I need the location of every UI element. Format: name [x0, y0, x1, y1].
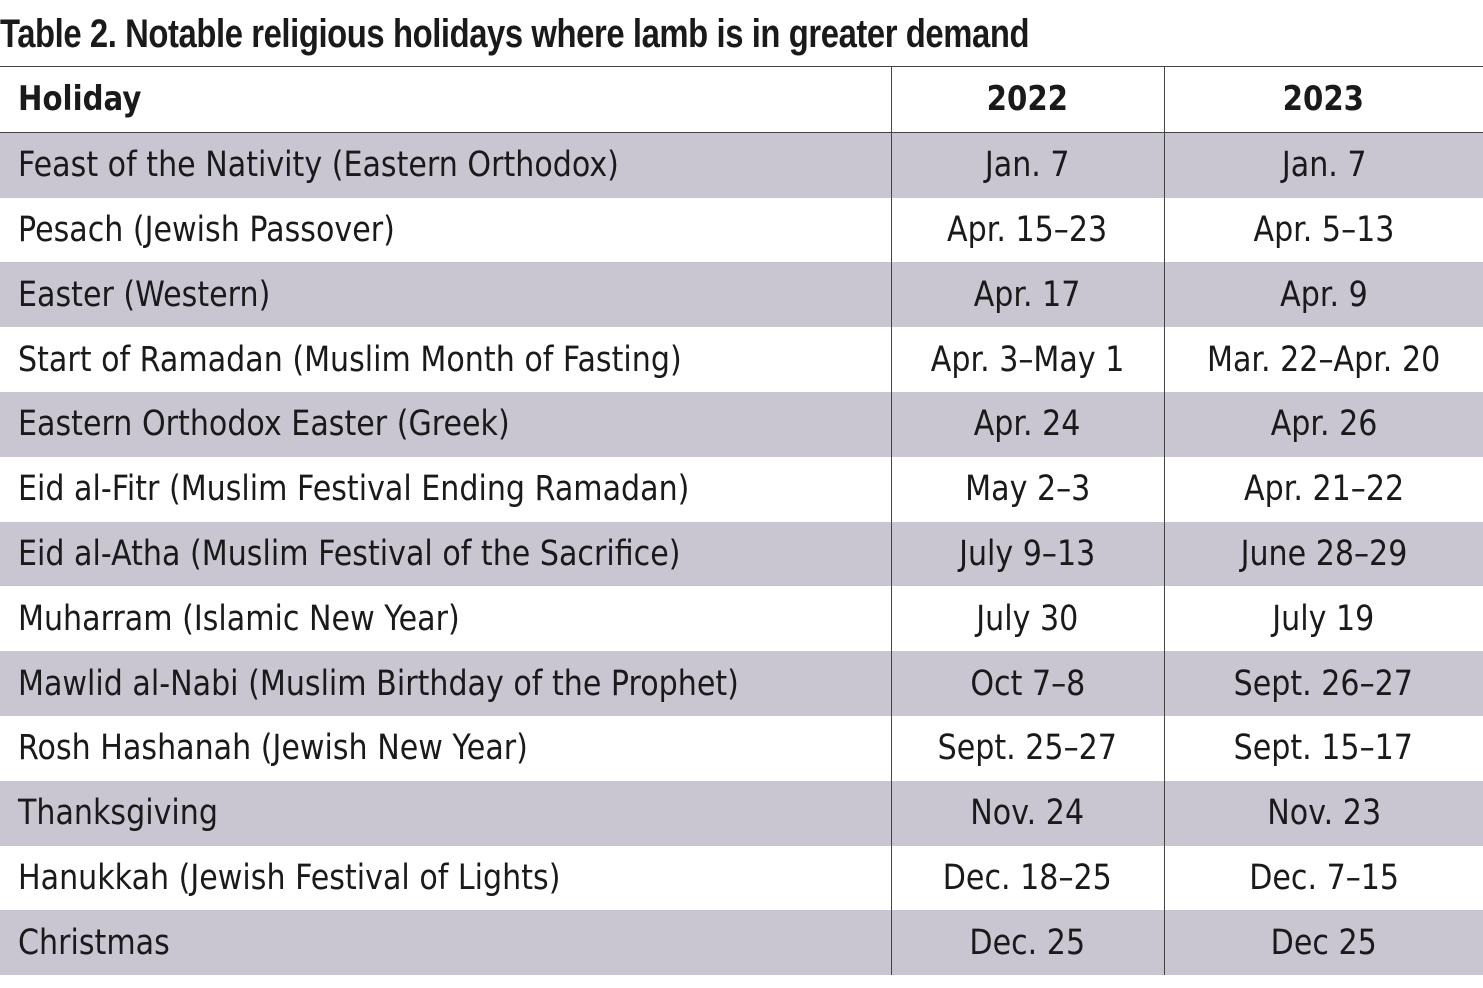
date-2022-cell: Apr. 15–23	[890, 197, 1164, 263]
date-2023-cell: June 28–29	[1163, 521, 1483, 587]
holidays-table: Holiday 2022 2023 Feast of the Nativity …	[0, 66, 1483, 976]
date-2022-cell: May 2–3	[890, 456, 1164, 522]
date-2023-cell: Nov. 23	[1163, 780, 1483, 846]
holiday-cell: Feast of the Nativity (Eastern Orthodox)	[0, 132, 891, 198]
date-2022-cell: July 9–13	[890, 521, 1164, 587]
date-2022-cell: Nov. 24	[890, 780, 1164, 846]
table-row: Muharram (Islamic New Year) July 30 July…	[0, 586, 1483, 652]
date-2022-cell: Jan. 7	[890, 132, 1164, 198]
date-2022-cell: Apr. 3–May 1	[890, 327, 1164, 392]
table-row: Pesach (Jewish Passover) Apr. 15–23 Apr.…	[0, 197, 1483, 263]
table-title: Table 2. Notable religious holidays wher…	[0, 12, 1030, 56]
date-2023-cell: Sept. 26–27	[1163, 651, 1483, 716]
holiday-cell: Eid al-Fitr (Muslim Festival Ending Rama…	[18, 469, 690, 510]
column-header-2022: 2022	[890, 66, 1164, 133]
date-2022-cell: Apr. 17	[890, 262, 1164, 328]
holiday-cell: Muharram (Islamic New Year)	[18, 598, 460, 639]
holiday-cell: Thanksgiving	[0, 780, 891, 846]
table-row: Mawlid al-Nabi (Muslim Birthday of the P…	[0, 651, 1483, 716]
date-2023-cell: Sept. 15–17	[1163, 715, 1483, 781]
date-2023-cell: July 19	[1163, 586, 1483, 652]
table-row: Rosh Hashanah (Jewish New Year) Sept. 25…	[0, 715, 1483, 781]
table-row: Feast of the Nativity (Eastern Orthodox)…	[0, 132, 1483, 198]
table-row: Thanksgiving Nov. 24 Nov. 23	[0, 780, 1483, 846]
holiday-cell: Easter (Western)	[0, 262, 891, 328]
table-body: Feast of the Nativity (Eastern Orthodox)…	[0, 132, 1483, 976]
holiday-cell: Eastern Orthodox Easter (Greek)	[0, 391, 891, 457]
date-2023-cell: Apr. 5–13	[1163, 197, 1483, 263]
table-row: Eid al-Fitr (Muslim Festival Ending Rama…	[0, 456, 1483, 522]
date-2023-cell: Dec 25	[1163, 910, 1483, 976]
date-2023-cell: Apr. 26	[1163, 391, 1483, 457]
table-row: Christmas Dec. 25 Dec 25	[0, 910, 1483, 976]
table-header-row: Holiday 2022 2023	[0, 66, 1483, 133]
holiday-cell: Start of Ramadan (Muslim Month of Fastin…	[18, 339, 682, 380]
date-2022-cell: Apr. 24	[890, 391, 1164, 457]
date-2022-cell: Dec. 18–25	[890, 845, 1164, 911]
date-2023-cell: Apr. 21–22	[1163, 456, 1483, 522]
holiday-cell: Mawlid al-Nabi (Muslim Birthday of the P…	[0, 651, 891, 716]
column-header-holiday: Holiday	[0, 66, 891, 133]
date-2023-cell: Jan. 7	[1163, 132, 1483, 198]
date-2023-cell: Dec. 7–15	[1163, 845, 1483, 911]
table-row: Hanukkah (Jewish Festival of Lights) Dec…	[0, 845, 1483, 911]
date-2022-cell: Sept. 25–27	[890, 715, 1164, 781]
date-2022-cell: July 30	[890, 586, 1164, 652]
holiday-cell: Rosh Hashanah (Jewish New Year)	[18, 728, 528, 769]
table-row: Start of Ramadan (Muslim Month of Fastin…	[0, 327, 1483, 392]
date-2023-cell: Mar. 22–Apr. 20	[1163, 327, 1483, 392]
holiday-cell: Christmas	[0, 910, 891, 976]
column-header-2023: 2023	[1163, 66, 1483, 133]
table-row: Easter (Western) Apr. 17 Apr. 9	[0, 262, 1483, 328]
date-2023-cell: Apr. 9	[1163, 262, 1483, 328]
holiday-cell: Eid al-Atha (Muslim Festival of the Sacr…	[0, 521, 891, 587]
holiday-cell: Pesach (Jewish Passover)	[18, 209, 395, 250]
table-row: Eastern Orthodox Easter (Greek) Apr. 24 …	[0, 391, 1483, 457]
date-2022-cell: Oct 7–8	[890, 651, 1164, 716]
date-2022-cell: Dec. 25	[890, 910, 1164, 976]
table-row: Eid al-Atha (Muslim Festival of the Sacr…	[0, 521, 1483, 587]
holiday-cell: Hanukkah (Jewish Festival of Lights)	[18, 857, 561, 898]
